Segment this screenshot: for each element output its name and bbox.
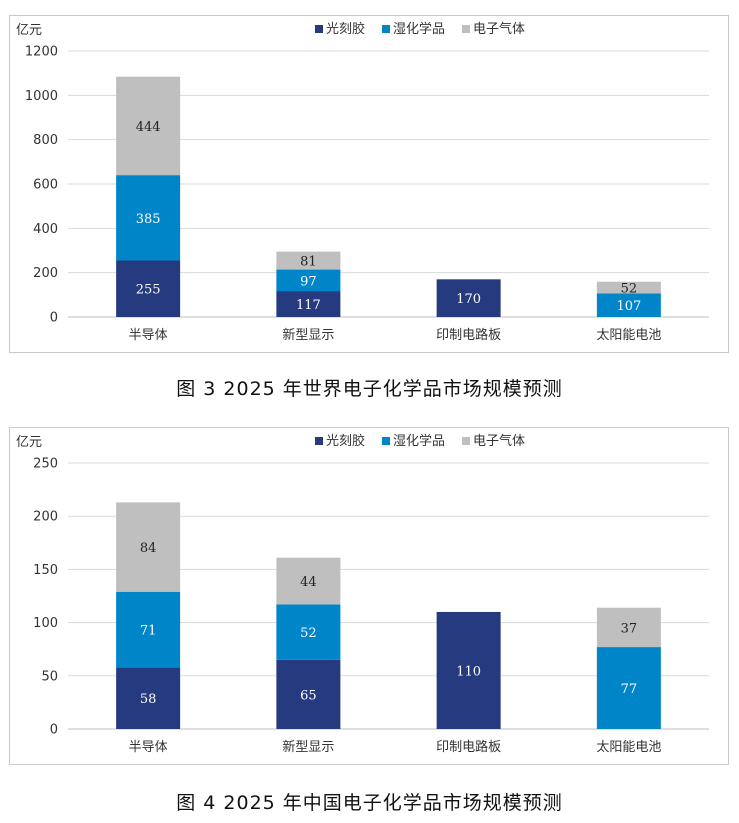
- y-tick-label: 800: [33, 133, 58, 148]
- legend-swatch: [315, 437, 323, 445]
- y-tick-label: 0: [50, 311, 58, 326]
- legend-label: 电子气体: [473, 21, 525, 37]
- legend-swatch: [462, 25, 470, 33]
- bar-segment: [276, 604, 341, 660]
- bar-segment: [276, 251, 341, 270]
- bar-data-label: 117: [296, 298, 321, 313]
- bar-data-label: 77: [621, 682, 638, 697]
- legend-label: 电子气体: [473, 433, 525, 449]
- legend-swatch: [462, 437, 470, 445]
- y-axis-unit-label: 亿元: [16, 23, 42, 38]
- legend-label: 湿化学品: [393, 21, 445, 37]
- bar-segment: [596, 647, 661, 729]
- chart-svg-world: 亿元 0 200 400 600 800 1000 1200 光刻胶 湿化学品 电子气体 255 385…: [16, 21, 709, 343]
- y-tick-label: 150: [33, 563, 58, 578]
- chart-china-electronic-chemicals: 亿元 0 50 100 150 200 250 光刻胶 湿化学品 电子气体 58 71 84 半导体 65 5…: [9, 427, 729, 765]
- y-tick-label: 50: [41, 669, 58, 684]
- legend-label: 湿化学品: [393, 433, 445, 449]
- bar-data-label: 110: [456, 664, 481, 679]
- y-tick-label: 600: [33, 178, 58, 193]
- legend-label: 光刻胶: [326, 433, 365, 449]
- bar-segment: [116, 591, 181, 668]
- figure-caption-china: 图 4 2025 年中国电子化学品市场规模预测: [176, 792, 563, 814]
- bar-data-label: 71: [140, 624, 157, 639]
- bar-segment: [116, 76, 181, 176]
- bar-segment: [436, 279, 501, 317]
- bar-data-label: 44: [300, 575, 317, 590]
- bar-segment: [116, 260, 181, 317]
- bar-data-label: 65: [300, 688, 317, 703]
- bar-data-label: 81: [300, 255, 317, 270]
- x-category-label: 新型显示: [282, 327, 334, 343]
- x-category-label: 半导体: [129, 740, 168, 755]
- bar-data-label: 255: [136, 283, 161, 298]
- chart-world-electronic-chemicals: 亿元 0 200 400 600 800 1000 1200 光刻胶 湿化学品 电子气体 255 385…: [9, 15, 729, 353]
- bar-segment: [116, 175, 181, 261]
- bar-data-label: 107: [616, 299, 641, 314]
- bar-segment: [276, 269, 341, 292]
- x-category-label: 印制电路板: [436, 739, 501, 755]
- bar-segment: [596, 607, 661, 648]
- legend-swatch: [382, 437, 390, 445]
- y-tick-label: 400: [33, 222, 58, 237]
- bar-segment: [276, 659, 341, 729]
- x-category-label: 太阳能电池: [596, 740, 661, 755]
- bar-segment: [276, 291, 341, 317]
- bar-data-label: 84: [140, 541, 157, 556]
- figure-caption-world: 图 3 2025 年世界电子化学品市场规模预测: [176, 378, 563, 400]
- bar-segment: [116, 667, 181, 729]
- y-axis-unit-label: 亿元: [16, 435, 42, 450]
- y-tick-label: 100: [33, 616, 58, 631]
- bar-data-label: 444: [136, 120, 161, 135]
- bar-data-label: 58: [140, 692, 157, 707]
- bar-data-label: 37: [621, 621, 638, 636]
- x-category-label: 半导体: [129, 328, 168, 343]
- y-tick-label: 1200: [25, 45, 58, 60]
- bar-segment: [596, 293, 661, 317]
- y-tick-label: 1000: [25, 89, 58, 104]
- legend-swatch: [382, 25, 390, 33]
- bar-data-label: 52: [621, 282, 638, 297]
- legend-label: 光刻胶: [326, 21, 365, 37]
- bar-segment: [276, 557, 341, 605]
- y-tick-label: 0: [50, 723, 58, 738]
- y-tick-label: 200: [33, 510, 58, 525]
- bar-data-label: 385: [136, 212, 161, 227]
- bar-segment: [596, 281, 661, 294]
- x-category-label: 印制电路板: [436, 327, 501, 343]
- bar-segment: [436, 611, 501, 729]
- bar-segment: [116, 502, 181, 592]
- chart-svg-china: 亿元 0 50 100 150 200 250 光刻胶 湿化学品 电子气体 58 71 84 半导体 65 5…: [16, 433, 709, 755]
- y-tick-label: 200: [33, 266, 58, 281]
- x-category-label: 新型显示: [282, 739, 334, 755]
- y-tick-label: 250: [33, 457, 58, 472]
- legend-swatch: [315, 25, 323, 33]
- bar-data-label: 170: [456, 292, 481, 307]
- bar-data-label: 97: [300, 274, 317, 289]
- bar-data-label: 52: [300, 626, 317, 641]
- x-category-label: 太阳能电池: [596, 328, 661, 343]
